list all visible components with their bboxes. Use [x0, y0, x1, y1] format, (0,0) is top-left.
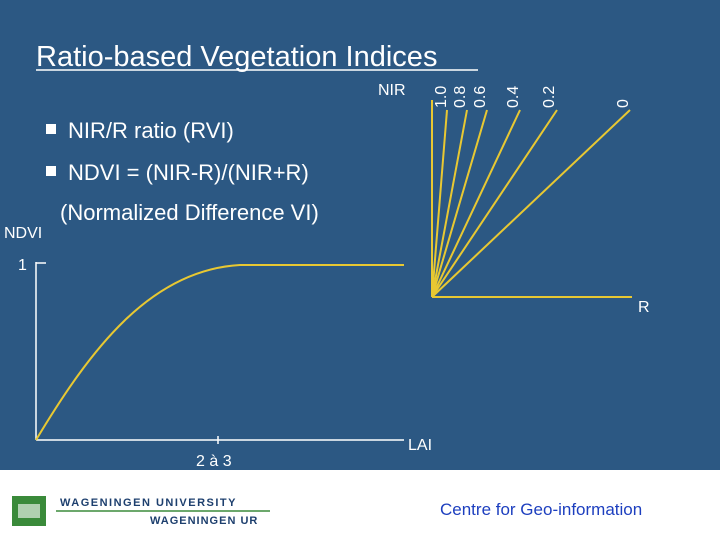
ndvi-axes: [35, 262, 404, 444]
lai-label: LAI: [408, 437, 432, 454]
ndvi-tick-label: 1: [18, 257, 27, 274]
ratio-labels: 1.0 0.8 0.6 0.4 0.2 0: [433, 86, 632, 108]
ratio-label: 0.6: [472, 86, 489, 108]
logo-ur: WAGENINGEN UR: [150, 515, 258, 527]
bullet-marker: [46, 166, 56, 176]
centre-name: Centre for Geo-information: [440, 500, 642, 519]
nir-label: NIR: [378, 82, 406, 99]
bullet: NIR/R ratio (RVI): [68, 118, 234, 143]
logo: WAGENINGEN UNIVERSITY WAGENINGEN UR: [12, 496, 270, 527]
logo-university: WAGENINGEN UNIVERSITY: [60, 497, 237, 509]
ratio-label: 0.8: [452, 86, 469, 108]
ratio-line: [431, 109, 631, 298]
ndvi-label: NDVI: [4, 225, 42, 242]
ratio-label: 1.0: [433, 86, 450, 108]
ratio-label: 0.2: [541, 86, 558, 108]
bullet-marker: [46, 124, 56, 134]
bullet-note: (Normalized Difference VI): [60, 200, 319, 225]
title: Ratio-based Vegetation Indices: [36, 41, 437, 73]
logo-icon-detail: [18, 504, 40, 518]
ndvi-curve: [35, 264, 404, 441]
slide-background: [0, 0, 720, 470]
ratio-line: [431, 109, 448, 298]
ratio-line: [431, 109, 468, 298]
ratio-label: 0: [615, 99, 632, 108]
r-label: R: [638, 299, 650, 316]
lai-tick-label: 2 à 3: [196, 453, 232, 470]
ratio-label: 0.4: [505, 86, 522, 108]
ratio-line: [431, 109, 558, 298]
ratio-line: [431, 109, 488, 298]
ratio-line: [431, 109, 521, 298]
footer-background: [0, 470, 720, 540]
ratio-lines: [431, 100, 632, 298]
bullet: NDVI = (NIR-R)/(NIR+R): [68, 160, 309, 185]
